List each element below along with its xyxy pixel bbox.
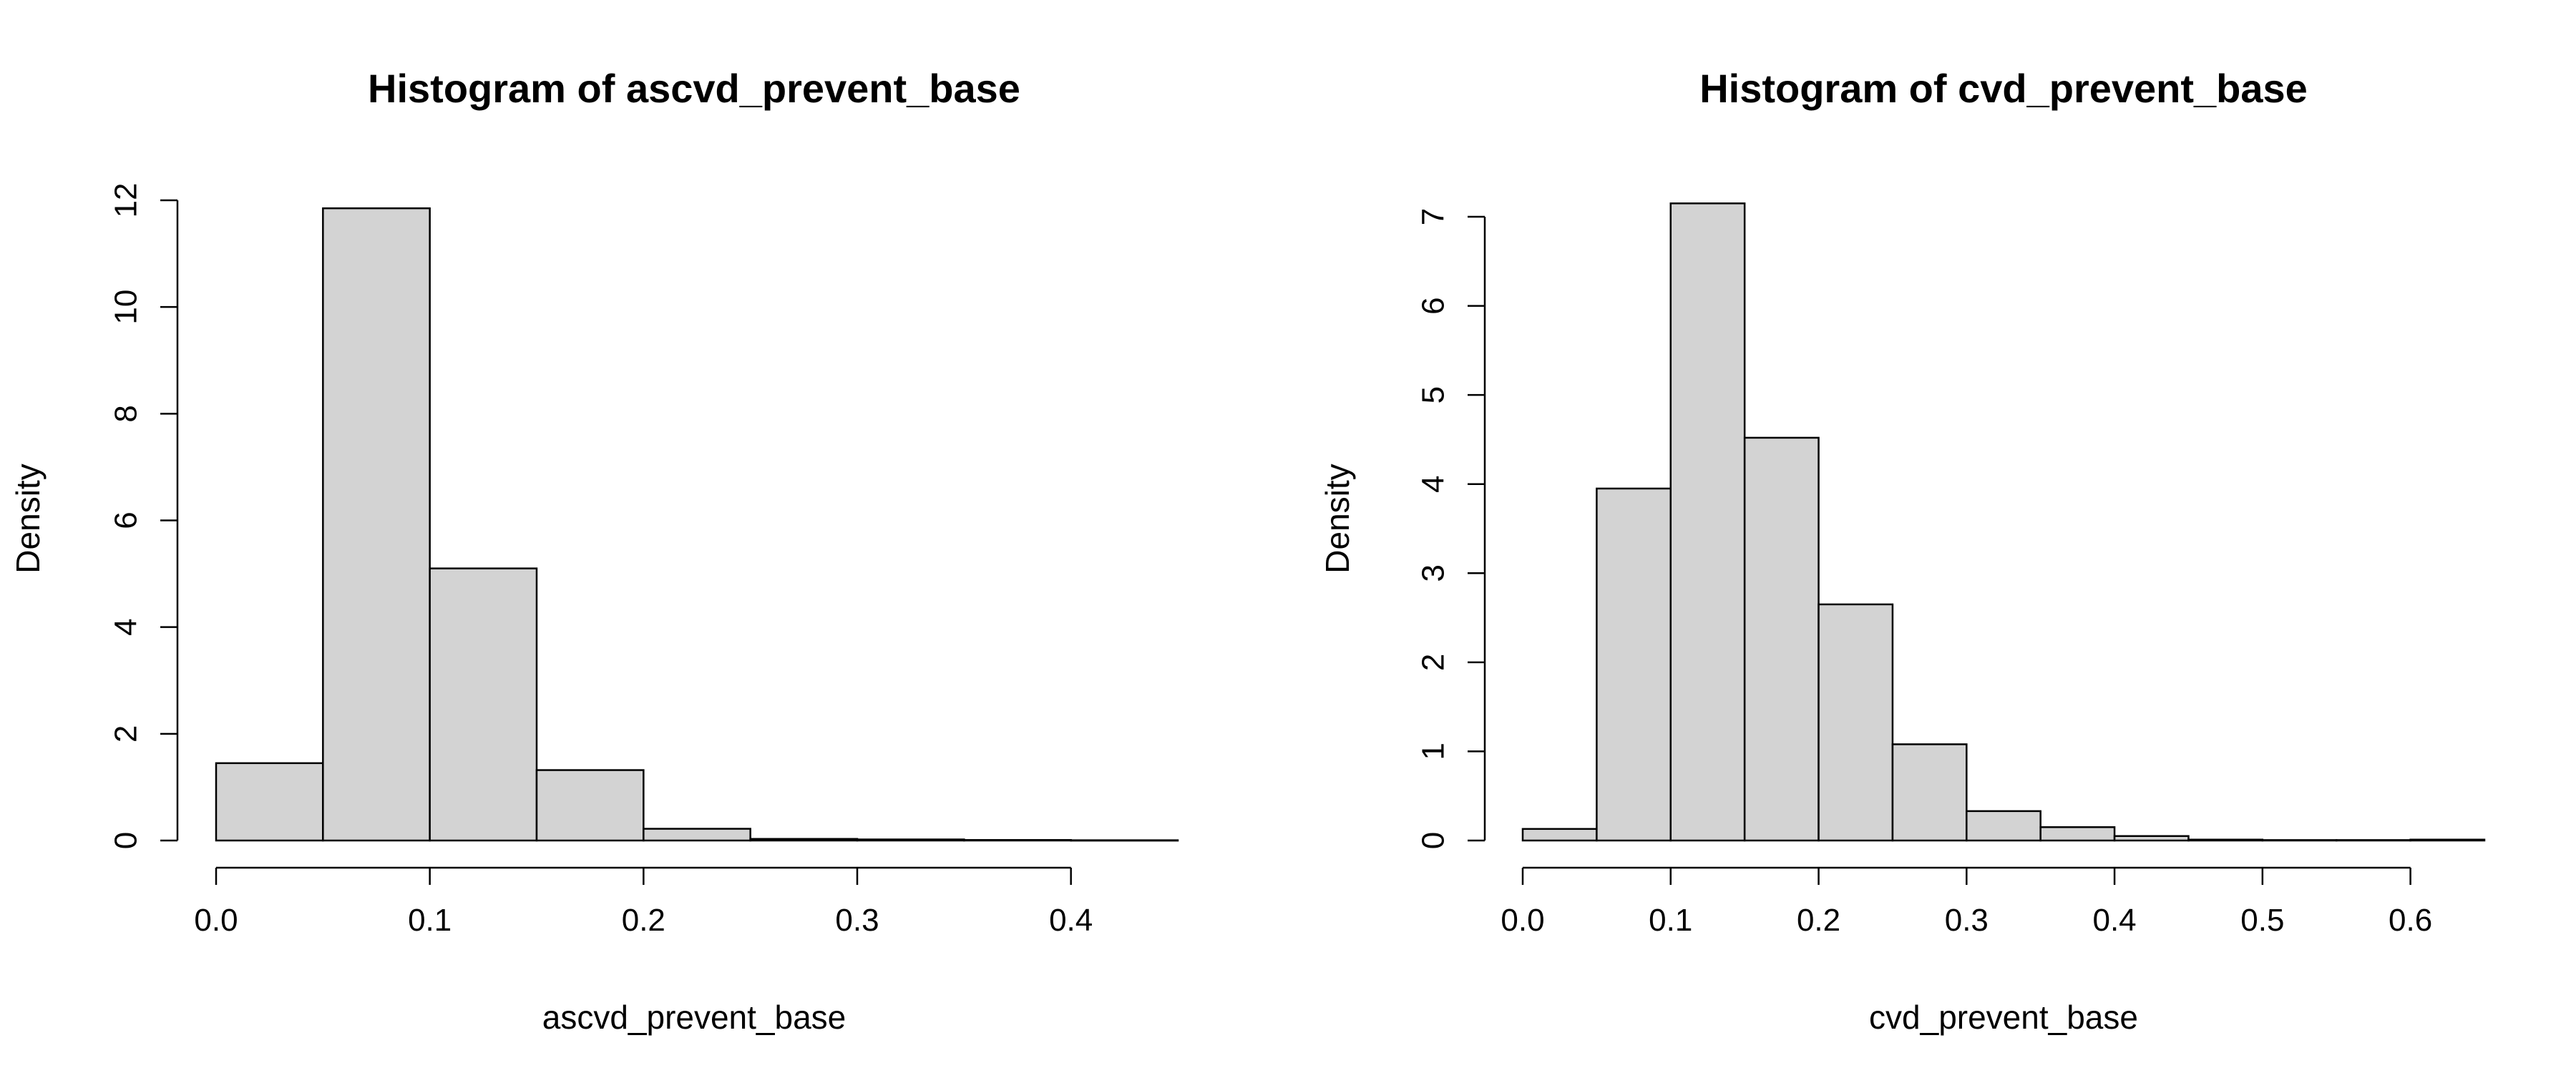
histogram-bar (1891, 743, 1968, 842)
y-tick-label: 5 (1416, 386, 1451, 403)
histogram-bar (2187, 838, 2264, 842)
histogram-bar (2113, 835, 2190, 842)
histogram-bar (429, 567, 538, 842)
y-axis: 0 2 4 6 8 10 12 (109, 183, 179, 849)
x-tick-label: 0.5 (2240, 903, 2284, 938)
chart-title: Histogram of ascvd_prevent_base (368, 66, 1020, 111)
histogram-bar (749, 838, 859, 842)
histogram-bar (1596, 487, 1672, 842)
y-tick-label: 6 (1416, 297, 1451, 314)
panel-ascvd-histogram: Histogram of ascvd_prevent_base ascvd_pr… (9, 66, 1179, 1036)
histogram-bar (2039, 826, 2116, 842)
bar-group (1521, 202, 2486, 842)
y-tick-label: 0 (109, 832, 144, 849)
histogram-bar (1818, 603, 1894, 842)
histogram-bar (2335, 839, 2411, 842)
histogram-bar (1521, 828, 1598, 842)
x-tick-label: 0.2 (622, 903, 665, 938)
x-axis-label: cvd_prevent_base (1869, 999, 2138, 1036)
x-tick-label: 0.3 (1945, 903, 1989, 938)
x-axis: 0.0 0.1 0.2 0.3 0.4 0.5 0.6 (1501, 866, 2432, 938)
y-tick-label: 10 (109, 290, 144, 325)
y-tick-label: 1 (1416, 743, 1451, 760)
y-tick-label: 4 (109, 618, 144, 635)
x-tick-label: 0.0 (194, 903, 238, 938)
y-axis: 0 1 2 3 4 5 6 7 (1416, 208, 1486, 849)
histogram-bar (2409, 838, 2486, 842)
histogram-bar (2261, 839, 2338, 842)
histogram-bar (1966, 810, 2041, 842)
x-axis: 0.0 0.1 0.2 0.3 0.4 (194, 866, 1093, 938)
x-tick-label: 0.4 (1049, 903, 1093, 938)
histogram-bar (963, 839, 1072, 842)
y-tick-label: 12 (109, 183, 144, 218)
x-tick-label: 0.6 (2389, 903, 2432, 938)
x-tick-label: 0.3 (835, 903, 879, 938)
x-tick-label: 0.1 (408, 903, 452, 938)
histogram-bar (856, 838, 965, 842)
y-tick-label: 3 (1416, 564, 1451, 582)
histogram-bar (643, 828, 751, 842)
y-tick-label: 0 (1416, 832, 1451, 849)
y-tick-label: 2 (1416, 654, 1451, 671)
x-tick-label: 0.2 (1797, 903, 1840, 938)
histogram-bar (1669, 202, 1746, 842)
x-tick-label: 0.0 (1501, 903, 1544, 938)
y-tick-label: 4 (1416, 475, 1451, 492)
y-tick-label: 8 (109, 405, 144, 422)
chart-title: Histogram of cvd_prevent_base (1699, 66, 2308, 111)
y-tick-label: 6 (109, 511, 144, 529)
y-axis-label: Density (1319, 464, 1356, 573)
histogram-bar (215, 762, 324, 842)
x-axis-label: ascvd_prevent_base (542, 999, 847, 1036)
y-tick-label: 2 (109, 725, 144, 743)
histogram-bar (535, 769, 645, 842)
x-tick-label: 0.4 (2092, 903, 2136, 938)
histogram-bar (322, 207, 431, 842)
y-axis-label: Density (9, 464, 47, 573)
histogram-bar (1743, 436, 1820, 842)
bar-group (215, 207, 1179, 842)
y-tick-label: 7 (1416, 208, 1451, 225)
x-tick-label: 0.1 (1649, 903, 1692, 938)
panel-cvd-histogram: Histogram of cvd_prevent_base cvd_preven… (1319, 66, 2486, 1036)
